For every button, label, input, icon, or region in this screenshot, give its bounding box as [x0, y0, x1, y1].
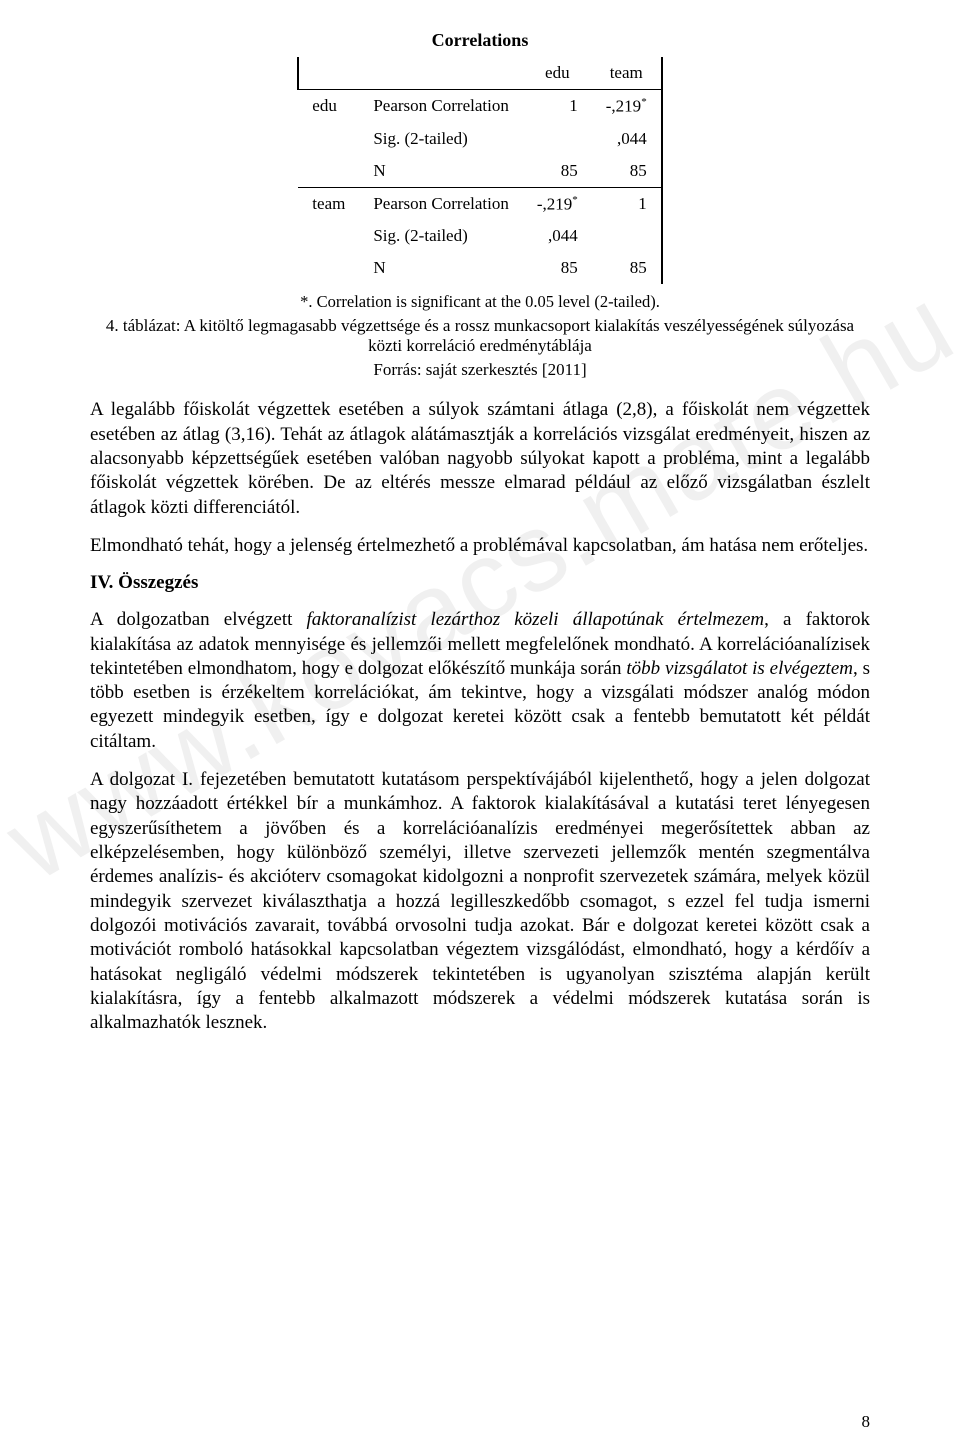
document-page: www.kovacs.mate.hu Correlations edu team… [0, 0, 960, 1452]
correlation-table: edu team edu Pearson Correlation 1 -,219… [297, 57, 662, 284]
cell-value: -,219* [523, 187, 592, 220]
cell-value [592, 220, 662, 252]
metric-label: Pearson Correlation [359, 90, 523, 123]
metric-label: N [359, 155, 523, 188]
col-header-edu: edu [523, 57, 592, 90]
cell-value [523, 123, 592, 155]
paragraph-body-3: A dolgozatban elvégzett faktoranalízist … [90, 608, 870, 754]
cell-value: 1 [592, 187, 662, 220]
italic-text: több vizsgálatot is elvégeztem [626, 658, 853, 679]
page-number: 8 [862, 1412, 871, 1432]
table-title: Correlations [90, 30, 870, 51]
cell-value: ,044 [523, 220, 592, 252]
row-group-label-team: team [298, 187, 359, 284]
paragraph-body-2: Elmondható tehát, hogy a jelenség értelm… [90, 534, 870, 558]
cell-value: 85 [592, 252, 662, 284]
cell-value: 85 [523, 155, 592, 188]
text-fragment: A dolgozatban elvégzett [90, 609, 307, 630]
cell-value: 85 [523, 252, 592, 284]
cell-value: ,044 [592, 123, 662, 155]
metric-label: Pearson Correlation [359, 187, 523, 220]
table-caption: 4. táblázat: A kitöltő legmagasabb végze… [90, 316, 870, 356]
row-group-label-edu: edu [298, 90, 359, 188]
cell-value: 85 [592, 155, 662, 188]
table-header-row: edu team [298, 57, 661, 90]
paragraph-body-1: A legalább főiskolát végzettek esetében … [90, 398, 870, 520]
section-title: IV. Összegzés [90, 572, 870, 594]
paragraph-body-4: A dolgozat I. fejezetében bemutatott kut… [90, 768, 870, 1035]
table-row: team Pearson Correlation -,219* 1 [298, 187, 661, 220]
table-footnote: *. Correlation is significant at the 0.0… [90, 292, 870, 312]
table-row: edu Pearson Correlation 1 -,219* [298, 90, 661, 123]
correlation-table-wrapper: edu team edu Pearson Correlation 1 -,219… [90, 57, 870, 284]
metric-label: Sig. (2-tailed) [359, 220, 523, 252]
italic-text: faktoranalízist lezárthoz közeli állapot… [307, 609, 765, 630]
metric-label: N [359, 252, 523, 284]
metric-label: Sig. (2-tailed) [359, 123, 523, 155]
table-source: Forrás: saját szerkesztés [2011] [90, 360, 870, 380]
cell-value: 1 [523, 90, 592, 123]
col-header-team: team [592, 57, 662, 90]
cell-value: -,219* [592, 90, 662, 123]
